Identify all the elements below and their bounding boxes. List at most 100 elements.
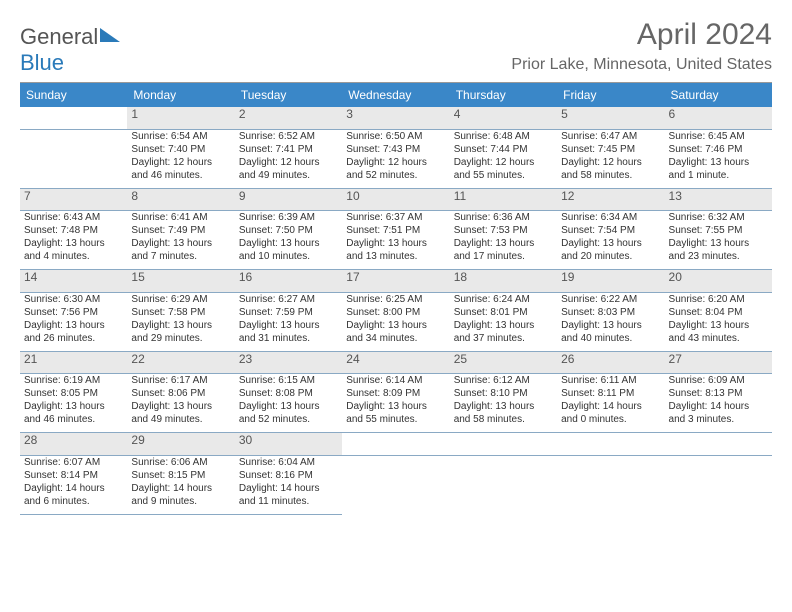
day-number: 9 <box>239 189 246 203</box>
content-row: Sunrise: 6:30 AMSunset: 7:56 PMDaylight:… <box>20 292 772 351</box>
day-number-cell: 22 <box>127 351 234 374</box>
day-content-cell: Sunrise: 6:52 AMSunset: 7:41 PMDaylight:… <box>235 129 342 188</box>
daylight-line: Daylight: 13 hours and 1 minute. <box>669 156 768 182</box>
daylight-line: Daylight: 13 hours and 4 minutes. <box>24 237 123 263</box>
sunrise-line: Sunrise: 6:48 AM <box>454 130 553 143</box>
sunrise-line: Sunrise: 6:52 AM <box>239 130 338 143</box>
day-number: 25 <box>454 352 467 366</box>
day-content-cell <box>450 455 557 514</box>
sunrise-line: Sunrise: 6:25 AM <box>346 293 445 306</box>
sunset-line: Sunset: 7:53 PM <box>454 224 553 237</box>
sunset-line: Sunset: 7:40 PM <box>131 143 230 156</box>
sunrise-line: Sunrise: 6:15 AM <box>239 374 338 387</box>
sunrise-line: Sunrise: 6:04 AM <box>239 456 338 469</box>
day-content-cell: Sunrise: 6:17 AMSunset: 8:06 PMDaylight:… <box>127 374 234 433</box>
sunset-line: Sunset: 8:16 PM <box>239 469 338 482</box>
day-number: 22 <box>131 352 144 366</box>
day-number-cell <box>20 107 127 129</box>
day-number: 12 <box>561 189 574 203</box>
header: General Blue April 2024 Prior Lake, Minn… <box>20 18 772 76</box>
day-content-cell: Sunrise: 6:47 AMSunset: 7:45 PMDaylight:… <box>557 129 664 188</box>
sunset-line: Sunset: 7:41 PM <box>239 143 338 156</box>
day-number-cell: 16 <box>235 270 342 293</box>
daylight-line: Daylight: 13 hours and 17 minutes. <box>454 237 553 263</box>
day-content-cell: Sunrise: 6:36 AMSunset: 7:53 PMDaylight:… <box>450 211 557 270</box>
sunrise-line: Sunrise: 6:27 AM <box>239 293 338 306</box>
sunset-line: Sunset: 8:06 PM <box>131 387 230 400</box>
sunrise-line: Sunrise: 6:39 AM <box>239 211 338 224</box>
content-row: Sunrise: 6:19 AMSunset: 8:05 PMDaylight:… <box>20 374 772 433</box>
sunrise-line: Sunrise: 6:22 AM <box>561 293 660 306</box>
sunrise-line: Sunrise: 6:45 AM <box>669 130 768 143</box>
sunset-line: Sunset: 8:14 PM <box>24 469 123 482</box>
sunrise-line: Sunrise: 6:06 AM <box>131 456 230 469</box>
sunset-line: Sunset: 8:11 PM <box>561 387 660 400</box>
sunset-line: Sunset: 7:50 PM <box>239 224 338 237</box>
daylight-line: Daylight: 13 hours and 58 minutes. <box>454 400 553 426</box>
day-number-cell: 17 <box>342 270 449 293</box>
day-content-cell <box>342 455 449 514</box>
daylight-line: Daylight: 13 hours and 34 minutes. <box>346 319 445 345</box>
day-content-cell: Sunrise: 6:24 AMSunset: 8:01 PMDaylight:… <box>450 292 557 351</box>
daylight-line: Daylight: 14 hours and 0 minutes. <box>561 400 660 426</box>
sunset-line: Sunset: 7:48 PM <box>24 224 123 237</box>
sunrise-line: Sunrise: 6:17 AM <box>131 374 230 387</box>
day-number: 7 <box>24 189 31 203</box>
day-number-cell <box>342 433 449 456</box>
day-content-cell: Sunrise: 6:50 AMSunset: 7:43 PMDaylight:… <box>342 129 449 188</box>
sunrise-line: Sunrise: 6:30 AM <box>24 293 123 306</box>
daylight-line: Daylight: 13 hours and 26 minutes. <box>24 319 123 345</box>
day-number: 29 <box>131 433 144 447</box>
day-number-cell <box>557 433 664 456</box>
sunrise-line: Sunrise: 6:50 AM <box>346 130 445 143</box>
day-number-cell: 5 <box>557 107 664 129</box>
brand-logo: General Blue <box>20 18 122 76</box>
daylight-line: Daylight: 14 hours and 11 minutes. <box>239 482 338 508</box>
day-number: 19 <box>561 270 574 284</box>
day-number: 21 <box>24 352 37 366</box>
day-number: 5 <box>561 107 568 121</box>
day-number-cell: 10 <box>342 188 449 211</box>
day-content-cell: Sunrise: 6:45 AMSunset: 7:46 PMDaylight:… <box>665 129 772 188</box>
day-number-cell: 23 <box>235 351 342 374</box>
sunset-line: Sunset: 7:56 PM <box>24 306 123 319</box>
day-number: 8 <box>131 189 138 203</box>
sunset-line: Sunset: 7:54 PM <box>561 224 660 237</box>
sunset-line: Sunset: 8:00 PM <box>346 306 445 319</box>
sunset-line: Sunset: 7:51 PM <box>346 224 445 237</box>
daylight-line: Daylight: 13 hours and 29 minutes. <box>131 319 230 345</box>
day-content-cell <box>665 455 772 514</box>
day-number-cell: 3 <box>342 107 449 129</box>
title-block: April 2024 Prior Lake, Minnesota, United… <box>511 18 772 74</box>
day-content-cell: Sunrise: 6:22 AMSunset: 8:03 PMDaylight:… <box>557 292 664 351</box>
day-number: 18 <box>454 270 467 284</box>
day-number-cell: 28 <box>20 433 127 456</box>
sunrise-line: Sunrise: 6:09 AM <box>669 374 768 387</box>
sunrise-line: Sunrise: 6:43 AM <box>24 211 123 224</box>
day-content-cell: Sunrise: 6:48 AMSunset: 7:44 PMDaylight:… <box>450 129 557 188</box>
sunrise-line: Sunrise: 6:11 AM <box>561 374 660 387</box>
sunrise-line: Sunrise: 6:47 AM <box>561 130 660 143</box>
sunset-line: Sunset: 8:10 PM <box>454 387 553 400</box>
day-number: 6 <box>669 107 676 121</box>
day-number: 27 <box>669 352 682 366</box>
weekday-header: Saturday <box>665 83 772 107</box>
day-number-cell: 19 <box>557 270 664 293</box>
day-number-cell: 21 <box>20 351 127 374</box>
day-content-cell: Sunrise: 6:34 AMSunset: 7:54 PMDaylight:… <box>557 211 664 270</box>
weekday-header: Thursday <box>450 83 557 107</box>
day-content-cell: Sunrise: 6:12 AMSunset: 8:10 PMDaylight:… <box>450 374 557 433</box>
daylight-line: Daylight: 13 hours and 13 minutes. <box>346 237 445 263</box>
day-number-cell: 30 <box>235 433 342 456</box>
daylight-line: Daylight: 13 hours and 46 minutes. <box>24 400 123 426</box>
day-number: 28 <box>24 433 37 447</box>
day-number-cell: 8 <box>127 188 234 211</box>
daylight-line: Daylight: 14 hours and 3 minutes. <box>669 400 768 426</box>
daynum-row: 78910111213 <box>20 188 772 211</box>
daylight-line: Daylight: 13 hours and 52 minutes. <box>239 400 338 426</box>
day-number-cell <box>665 433 772 456</box>
day-content-cell: Sunrise: 6:15 AMSunset: 8:08 PMDaylight:… <box>235 374 342 433</box>
day-number-cell: 9 <box>235 188 342 211</box>
day-content-cell: Sunrise: 6:43 AMSunset: 7:48 PMDaylight:… <box>20 211 127 270</box>
daylight-line: Daylight: 14 hours and 6 minutes. <box>24 482 123 508</box>
